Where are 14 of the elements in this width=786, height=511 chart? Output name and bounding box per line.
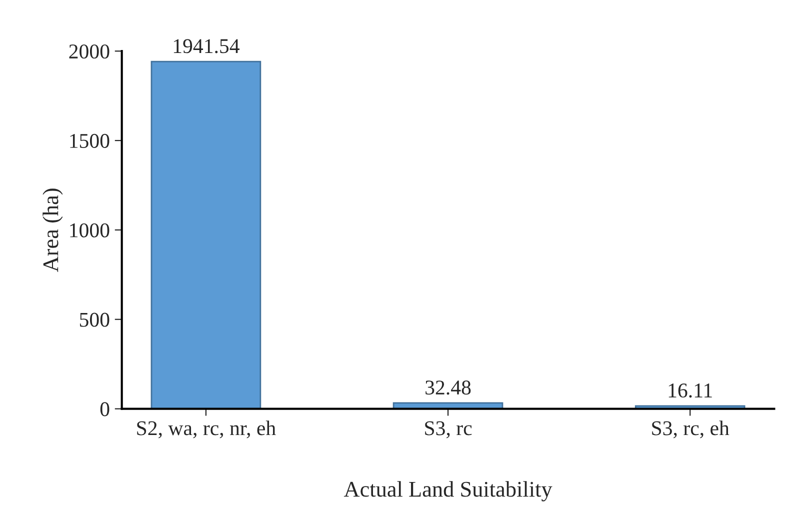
y-axis-title: Area (ha) bbox=[42, 188, 63, 272]
bar bbox=[150, 60, 262, 409]
y-tick-label: 1000 bbox=[70, 223, 110, 238]
data-label: 16.11 bbox=[668, 384, 712, 398]
x-tick-label: S3, rc, eh bbox=[652, 420, 730, 438]
x-tick-label: S2, wa, rc, nr, eh bbox=[137, 420, 276, 438]
data-label: 1941.54 bbox=[174, 39, 240, 54]
x-tick-label: S3, rc bbox=[425, 421, 472, 438]
y-tick-label: 500 bbox=[80, 312, 110, 327]
y-tick-label: 2000 bbox=[69, 44, 110, 59]
y-tick-label: 1500 bbox=[70, 134, 110, 148]
data-label: 32.48 bbox=[426, 380, 471, 395]
x-axis-title: Actual Land Suitability bbox=[344, 481, 552, 502]
y-tick-label: 0 bbox=[100, 402, 110, 416]
